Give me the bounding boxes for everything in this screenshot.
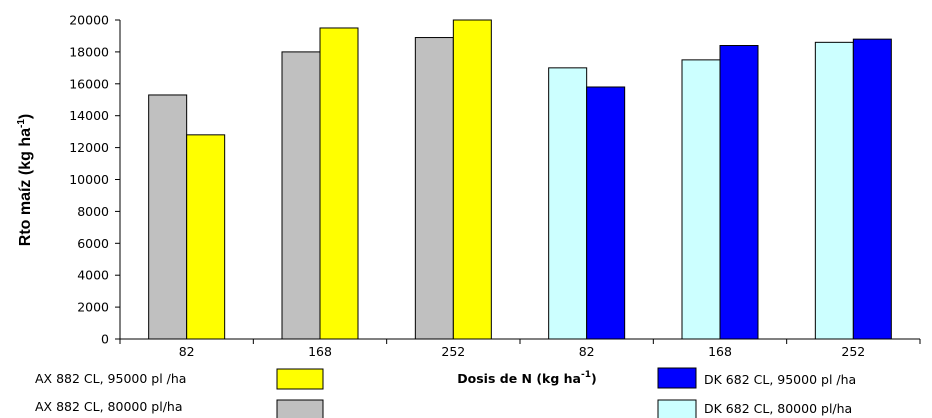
legend-label: DK 682 CL, 80000 pl/ha — [704, 401, 852, 416]
bar — [852, 38, 892, 340]
y-tick-label: 12000 — [69, 140, 109, 155]
bar — [414, 37, 454, 340]
x-tick-label: 82 — [179, 344, 195, 359]
legend-swatch — [276, 399, 324, 418]
bar — [281, 51, 321, 340]
bar — [186, 134, 226, 340]
y-axis-label: Rto maíz (kg ha-1) — [16, 114, 34, 246]
y-tick-label: 0 — [101, 332, 109, 347]
y-tick-label: 16000 — [69, 76, 109, 91]
y-axis: 0 2000 4000 6000 8000 10000 12000 14000 16000 180… — [69, 13, 121, 347]
bar — [548, 67, 588, 340]
y-tick-label: 14000 — [69, 108, 109, 123]
x-axis-label-superscript: -1 — [581, 370, 591, 380]
bars — [148, 19, 892, 340]
legend: AX 882 CL, 95000 pl /ha AX 882 CL, 80000 … — [35, 367, 856, 418]
bar — [719, 45, 759, 340]
legend-swatch — [657, 367, 697, 389]
legend-swatch — [657, 399, 697, 418]
y-tick-label: 10000 — [69, 172, 109, 187]
y-tick-label: 20000 — [69, 13, 109, 28]
bar — [586, 86, 626, 340]
x-tick-label: 168 — [308, 344, 332, 359]
legend-label: AX 882 CL, 80000 pl/ha — [35, 399, 183, 414]
bar — [681, 59, 721, 340]
y-tick-label: 6000 — [77, 236, 109, 251]
legend-label: AX 882 CL, 95000 pl /ha — [35, 371, 186, 386]
x-axis: 82 168 252 82 168 252 — [119, 338, 921, 359]
x-axis-label: Dosis de N (kg ha-1) — [457, 370, 596, 386]
y-tick-label: 8000 — [77, 204, 109, 219]
x-axis-label-end: ) — [591, 371, 597, 386]
x-tick-label: 252 — [841, 344, 865, 359]
y-axis-label-text: Rto maíz (kg ha — [17, 128, 34, 246]
legend-label: DK 682 CL, 95000 pl /ha — [704, 372, 856, 387]
y-tick-label: 4000 — [77, 268, 109, 283]
legend-swatch — [276, 368, 324, 390]
x-tick-label: 82 — [579, 344, 595, 359]
x-axis-label-text: Dosis de N (kg ha — [457, 371, 581, 386]
y-axis-label-superscript: -1 — [16, 119, 27, 128]
bar — [814, 41, 854, 340]
x-tick-label: 252 — [441, 344, 465, 359]
y-tick-label: 18000 — [69, 44, 109, 59]
bar — [148, 94, 188, 340]
y-tick-label: 2000 — [77, 300, 109, 315]
x-tick-label: 168 — [708, 344, 732, 359]
bar — [452, 19, 492, 340]
bar — [319, 27, 359, 340]
